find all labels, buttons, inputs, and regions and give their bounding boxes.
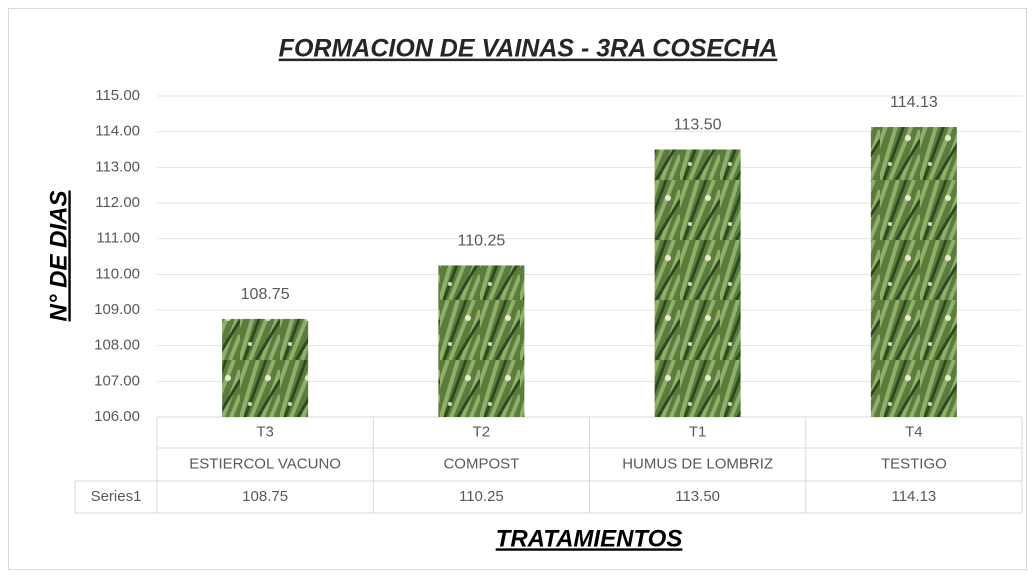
x-tick-sublabel: COMPOST [443,455,519,472]
x-tick-label: T2 [473,423,491,440]
bar [222,318,309,417]
x-tick-sublabel: ESTIERCOL VACUNO [189,455,341,472]
table-value: 113.50 [675,488,720,505]
y-tick-label: 114.00 [95,123,140,140]
y-tick-label: 108.00 [94,337,140,354]
bar [438,265,525,417]
y-tick-label: 111.00 [96,230,140,247]
data-label: 108.75 [241,286,290,303]
y-tick-label: 115.00 [95,87,140,104]
data-label: 113.50 [674,117,722,134]
y-tick-label: 109.00 [94,301,140,318]
y-tick-label: 113.00 [95,158,140,175]
x-axis-label: TRATAMIENTOS [496,525,683,552]
table-value: 108.75 [242,488,288,505]
x-tick-label: T1 [689,423,707,440]
y-tick-label: 110.00 [95,265,140,282]
y-tick-label: 112.00 [95,194,140,211]
legend-label: Series1 [91,488,142,505]
x-tick-label: T3 [256,423,274,440]
y-tick-label: 106.00 [94,408,140,425]
x-tick-sublabel: TESTIGO [881,455,947,472]
x-tick-label: T4 [905,423,923,440]
table-value: 110.25 [459,488,504,505]
y-tick-label: 107.00 [94,372,140,389]
data-label: 114.13 [890,94,938,111]
data-label: 110.25 [458,233,506,250]
chart-title: FORMACION DE VAINAS - 3RA COSECHA [279,35,778,63]
bar [870,127,957,417]
y-axis-label: N° DE DIAS [45,191,72,322]
bar [654,149,741,417]
table-value: 114.13 [891,488,936,505]
x-tick-sublabel: HUMUS DE LOMBRIZ [622,455,773,472]
